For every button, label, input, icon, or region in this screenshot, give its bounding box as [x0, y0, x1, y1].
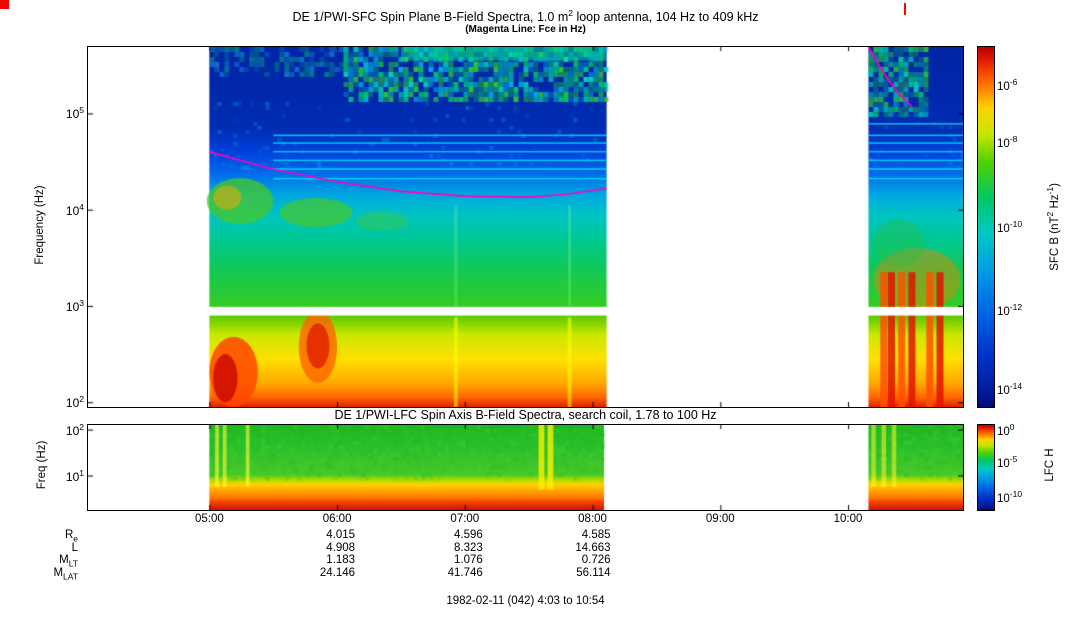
ephemeris-value: 24.146 [319, 566, 356, 579]
ephemeris-row-label: MLAT [53, 566, 78, 582]
time-axis-tick-label: 08:00 [578, 513, 607, 525]
sfc-colorbar-tick-label: 10-10 [997, 219, 1023, 235]
ephemeris-value: 4.585 [581, 529, 611, 541]
sfc-colorbar-canvas [977, 46, 995, 408]
lfc-colorbar-canvas [977, 424, 995, 511]
sfc-title: DE 1/PWI-SFC Spin Plane B-Field Spectra,… [292, 8, 759, 25]
lfc-title: DE 1/PWI-LFC Spin Axis B-Field Spectra, … [334, 408, 717, 422]
sfc-ytick-label: 104 [65, 201, 84, 218]
sfc-ytick-label: 103 [65, 297, 84, 314]
time-axis-tick-label: 07:00 [450, 513, 480, 525]
time-axis-tick-label: 09:00 [705, 513, 735, 525]
sfc-colorbar-tick-label: 10-6 [997, 76, 1018, 93]
time-axis-tick-label: 10:00 [833, 513, 863, 525]
lfc-colorbar-tick-label: 10-10 [997, 489, 1023, 506]
footer-timestamp: 1982-02-11 (042) 4:03 to 10:54 [446, 595, 605, 607]
ephemeris-value: 8.323 [454, 541, 483, 554]
ephemeris-value: 1.076 [454, 554, 483, 567]
ephemeris-value: 41.746 [447, 566, 483, 579]
ephemeris-value: 56.114 [576, 566, 611, 579]
time-axis-tick-label: 06:00 [322, 513, 352, 525]
sfc-spectrogram-canvas [87, 46, 964, 408]
lfc-ytick-label: 102 [65, 421, 84, 438]
sfc-colorbar-tick-label: 10-14 [997, 381, 1023, 397]
lfc-colorbar-tick-label: 10-5 [997, 454, 1018, 471]
sfc-subtitle: (Magenta Line: Fce in Hz) [465, 24, 586, 35]
ephemeris-row-label: L [71, 541, 78, 554]
ephemeris-value: 1.183 [326, 554, 356, 567]
time-axis-tick-label: 05:00 [194, 513, 224, 525]
lfc-colorbar-tick-label: 100 [997, 422, 1015, 438]
sfc-colorbar-tick-label: 10-8 [997, 134, 1018, 151]
ephemeris-value: 4.908 [326, 541, 356, 554]
ephemeris-row-label: MLT [59, 554, 78, 569]
sfc-ytick-label: 105 [65, 105, 84, 122]
lfc-ytick-label: 101 [65, 467, 84, 484]
corner-red-mark [0, 0, 9, 9]
ephemeris-value: 4.596 [454, 529, 483, 541]
stray-red-tick [904, 3, 906, 15]
ephemeris-value: 4.015 [326, 529, 356, 541]
lfc-colorbar-label: LFC H [1044, 448, 1056, 482]
sfc-colorbar-label: SFC B (nT2 Hz-1) [1045, 183, 1061, 271]
sfc-ytick-label: 102 [65, 394, 84, 411]
ephemeris-row-label: Re [64, 529, 78, 544]
sfc-y-axis-label: Frequency (Hz) [34, 185, 46, 265]
ephemeris-value: 14.663 [575, 541, 611, 554]
ephemeris-value: 0.726 [581, 554, 611, 567]
sfc-colorbar-tick-label: 10-12 [997, 301, 1023, 318]
lfc-spectrogram-canvas [87, 424, 964, 511]
